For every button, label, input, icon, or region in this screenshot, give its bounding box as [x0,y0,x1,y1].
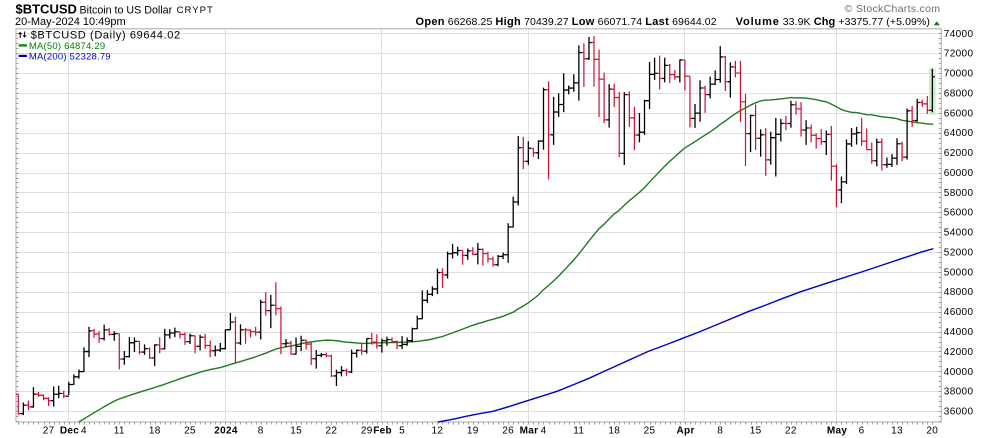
svg-text:11: 11 [114,426,125,437]
svg-text:25: 25 [184,426,196,437]
svg-text:56000: 56000 [944,208,974,219]
svg-text:72000: 72000 [944,49,974,60]
svg-text:11: 11 [573,426,584,437]
svg-text:38000: 38000 [944,387,974,398]
svg-text:© StockCharts.com: © StockCharts.com [845,3,941,15]
svg-text:60000: 60000 [944,168,974,179]
svg-text:15: 15 [750,426,762,437]
svg-text:8: 8 [717,426,723,437]
svg-text:29: 29 [361,426,373,437]
svg-text:13: 13 [891,426,903,437]
svg-text:58000: 58000 [944,188,974,199]
svg-text:40000: 40000 [944,367,974,378]
svg-text:19: 19 [467,426,479,437]
svg-text:20: 20 [926,426,938,437]
svg-text:Mar: Mar [520,426,539,437]
svg-text:22: 22 [326,426,338,437]
svg-text:Open 66268.25 High 70439.27: Open 66268.25 High 70439.27 Low 66071.74… [415,16,930,28]
svg-text:25: 25 [644,426,656,437]
svg-text:8: 8 [258,426,264,437]
svg-text:4: 4 [81,426,87,437]
svg-text:Feb: Feb [373,426,392,437]
svg-text:46000: 46000 [944,307,974,318]
svg-text:Bitcoin to US Dollar: Bitcoin to US Dollar [80,4,173,16]
svg-text:18: 18 [149,426,161,437]
svg-text:36000: 36000 [944,407,974,418]
svg-text:$BTCUSD (Daily) 69644.02: $BTCUSD (Daily) 69644.02 [31,30,181,42]
svg-text:52000: 52000 [944,248,974,259]
svg-text:62000: 62000 [944,148,974,159]
svg-text:4: 4 [541,426,547,437]
svg-text:54000: 54000 [944,228,974,239]
svg-text:May: May [827,426,847,437]
svg-text:MA(50) 64874.29: MA(50) 64874.29 [29,41,105,52]
svg-text:12: 12 [432,426,444,437]
svg-text:64000: 64000 [944,128,974,139]
svg-text:22: 22 [785,426,797,437]
svg-text:50000: 50000 [944,267,974,278]
svg-text:6: 6 [859,426,865,437]
svg-text:42000: 42000 [944,347,974,358]
svg-text:26: 26 [502,426,514,437]
svg-text:5: 5 [399,426,405,437]
svg-text:CRYPT: CRYPT [177,5,214,16]
svg-text:70000: 70000 [944,69,974,80]
svg-text:MA(200) 52328.79: MA(200) 52328.79 [29,51,111,62]
svg-text:68000: 68000 [944,88,974,99]
svg-text:18: 18 [608,426,620,437]
svg-text:74000: 74000 [944,29,974,40]
svg-text:20-May-2024 10:49pm: 20-May-2024 10:49pm [15,16,126,28]
svg-text:2024: 2024 [214,426,238,437]
svg-text:48000: 48000 [944,287,974,298]
svg-text:27: 27 [43,426,55,437]
svg-text:Dec: Dec [60,426,79,437]
svg-text:44000: 44000 [944,327,974,338]
svg-text:15: 15 [290,426,302,437]
svg-text:66000: 66000 [944,108,974,119]
svg-text:Apr: Apr [677,426,695,437]
svg-text:$BTCUSD: $BTCUSD [16,2,77,17]
